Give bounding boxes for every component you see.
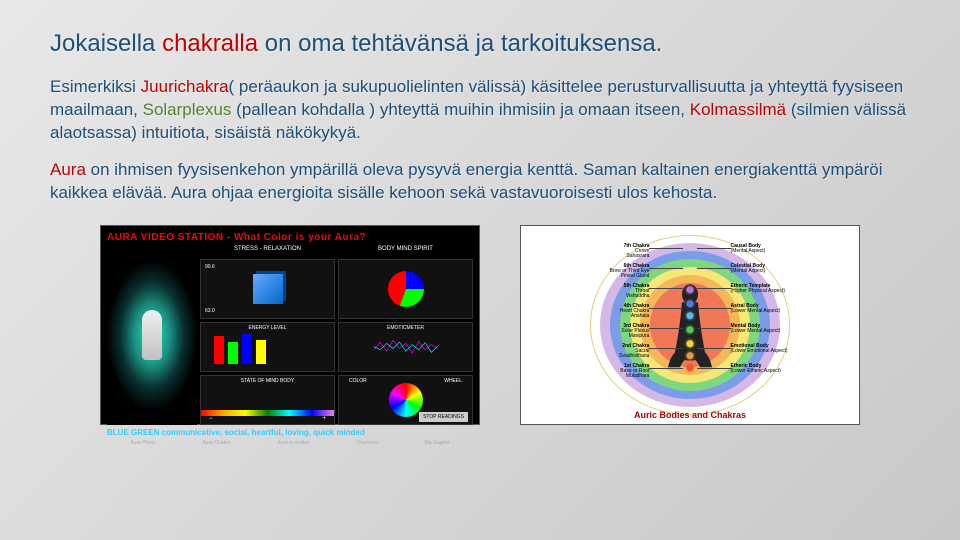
diagram-title: Auric Bodies and Chakras xyxy=(521,410,859,420)
pie-panel xyxy=(338,259,473,319)
aura-video-station-image: AURA VIDEO STATION - What Color is your … xyxy=(100,225,480,425)
chakra-diagram-image: 7th ChakraCrownSahasraraCausal Body(Ment… xyxy=(520,225,860,425)
paragraph-1: Esimerkiksi Juurichakra( peräaukon ja su… xyxy=(50,76,910,145)
state-panel: STATE OF MIND BODY − + xyxy=(200,375,335,425)
bodymind-label: BODY MIND SPIRIT xyxy=(338,246,473,256)
title-part2: chakralla xyxy=(162,30,265,57)
aura-figure xyxy=(107,246,197,425)
image-row: AURA VIDEO STATION - What Color is your … xyxy=(50,225,910,425)
energy-panel: ENERGY LEVEL xyxy=(200,322,335,372)
title-part1: Jokaisella xyxy=(50,30,162,57)
paragraph-2: Aura on ihmisen fyysisenkehon ympärillä … xyxy=(50,159,910,205)
sitting-figure xyxy=(665,282,715,377)
stress-panel: 90.6 63.0 xyxy=(200,259,335,319)
station-header: AURA VIDEO STATION - What Color is your … xyxy=(107,232,473,243)
wheel-panel: COLOR WHEEL STOP READINGS xyxy=(338,375,473,425)
slide-title: Jokaisella chakralla on oma tehtävänsä j… xyxy=(50,30,910,58)
stress-label: STRESS - RELAXATION xyxy=(200,246,335,256)
title-part3: on oma tehtävänsä ja tarkoituksensa. xyxy=(265,30,663,57)
station-footer: BLUE GREEN communicative, social, heartf… xyxy=(107,428,473,437)
station-bottom-labels: Aura PhotoAura ChakraAura in motionOverv… xyxy=(107,440,473,446)
emotic-panel: EMOTICMETER xyxy=(338,322,473,372)
